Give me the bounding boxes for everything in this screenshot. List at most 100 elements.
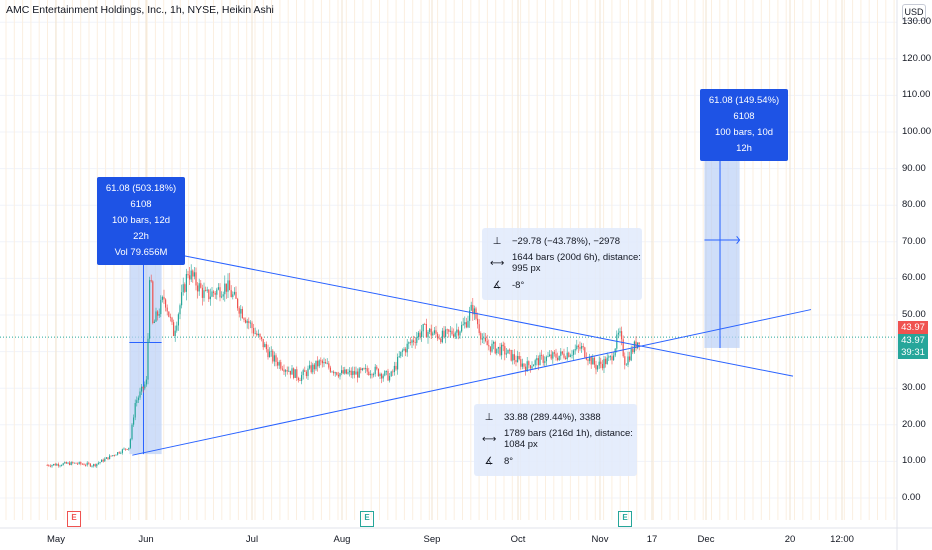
candle-body [289, 370, 291, 375]
candle-body [467, 320, 469, 328]
upper-trendline [149, 248, 794, 377]
last-price-label: 43.97 [898, 321, 928, 334]
candle-body [385, 370, 387, 372]
candle-body [332, 371, 335, 374]
candle-body [520, 359, 522, 367]
angle-icon: ∡ [492, 279, 502, 291]
candle-body [556, 357, 559, 361]
candle-body [465, 322, 467, 328]
candle-body [297, 378, 299, 381]
candle-body [401, 350, 403, 352]
candle-body [500, 344, 503, 356]
earnings-marker-aug[interactable]: E [360, 511, 374, 527]
candle-body [617, 332, 619, 335]
candle-body [91, 465, 93, 467]
candle-body [417, 332, 419, 338]
candle-body [84, 465, 87, 466]
candle-body [587, 359, 589, 361]
candle-body [492, 341, 495, 344]
bars-range-icon: ⟷ [482, 433, 497, 445]
candle-body [521, 363, 523, 367]
price-range-icon: ⊥ [492, 235, 502, 247]
candle-body [256, 333, 258, 336]
candle-body [529, 365, 531, 369]
candle-body [96, 463, 98, 467]
candle-body [80, 462, 82, 464]
candle-body [288, 370, 290, 372]
candle-body [376, 366, 378, 369]
candle-body [153, 321, 155, 323]
candle-body [273, 355, 275, 362]
candle-body [217, 287, 219, 290]
candle-body [257, 333, 259, 336]
candle-body [235, 291, 237, 299]
candle-body [169, 316, 171, 318]
candle-body [179, 305, 181, 315]
candle-body [361, 368, 363, 371]
candle-body [427, 331, 429, 338]
candle-body [291, 368, 293, 375]
candle-body [292, 368, 295, 378]
currency-button[interactable]: USD [902, 4, 926, 21]
candle-body [136, 400, 138, 403]
candle-body [230, 290, 232, 297]
earnings-marker-nov[interactable]: E [618, 511, 632, 527]
candle-body [94, 464, 96, 467]
candle-body [574, 349, 576, 351]
target-measure-line2: 100 bars, 10d 12h [714, 127, 774, 154]
candle-body [148, 280, 151, 339]
pole-measure-line1: 61.08 (503.18%) 6108 [105, 183, 177, 210]
candle-body [112, 455, 114, 456]
candle-body [180, 292, 183, 306]
candle-body [195, 272, 197, 286]
candle-body [528, 361, 530, 366]
price-tick-label: 70.00 [902, 235, 926, 247]
time-tick-label: Sep [423, 534, 441, 545]
time-tick-label: Oct [510, 534, 526, 545]
candle-body [484, 337, 487, 341]
candle-body [449, 330, 451, 332]
candle-body [499, 346, 501, 356]
candle-body [395, 365, 397, 370]
candle-body [222, 294, 224, 297]
candle-body [411, 340, 413, 343]
target-measure-box [704, 124, 740, 348]
candle-body [488, 345, 490, 347]
candle-body [48, 465, 50, 466]
candle-body [620, 331, 623, 340]
candle-body [190, 270, 192, 280]
candle-body [432, 333, 434, 336]
candle-body [270, 350, 272, 352]
candle-body [339, 373, 341, 377]
earnings-marker-may[interactable]: E [67, 511, 81, 527]
candle-body [316, 360, 319, 367]
candle-body [596, 365, 599, 370]
candle-body [110, 455, 112, 457]
candle-body [537, 358, 539, 366]
candle-body [356, 371, 359, 378]
candle-body [139, 391, 141, 398]
candle-body [424, 323, 426, 325]
price-tick-label: 130.00 [902, 16, 932, 28]
candle-body [564, 357, 567, 360]
candle-body [132, 417, 135, 425]
candle-body [124, 448, 127, 450]
candle-body [380, 373, 383, 379]
candle-body [99, 462, 101, 463]
candle-body [515, 360, 517, 363]
candle-body [275, 355, 277, 362]
candle-body [196, 285, 199, 292]
candle-body [404, 348, 407, 353]
candle-body [161, 296, 163, 300]
time-tick-label: 12:00 [830, 534, 854, 545]
candle-body [115, 454, 117, 456]
candle-body [227, 280, 229, 292]
candle-body [86, 462, 88, 466]
time-tick-label: Nov [591, 534, 609, 545]
price-tick-label: 90.00 [902, 162, 926, 174]
candle-body [155, 311, 157, 322]
candle-body [577, 345, 579, 348]
candle-body [414, 342, 416, 343]
